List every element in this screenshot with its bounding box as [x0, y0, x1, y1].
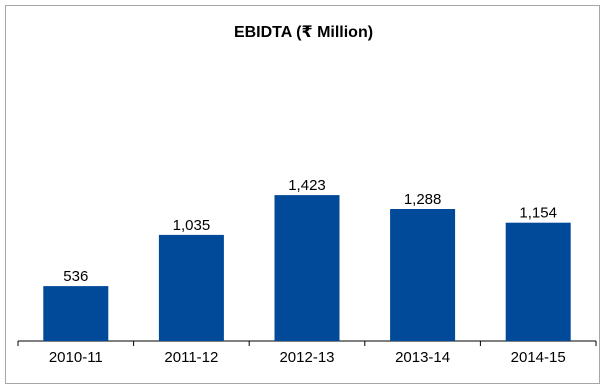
data-label-2014-15: 1,154	[519, 205, 557, 222]
x-tick-label-2012-13: 2012-13	[279, 349, 334, 366]
bar-2013-14	[390, 209, 456, 341]
bar-2011-12	[158, 234, 224, 341]
data-label-2013-14: 1,288	[404, 191, 442, 208]
chart-title: EBIDTA (₹ Million)	[233, 24, 374, 41]
x-tick-label-2011-12: 2011-12	[164, 349, 218, 366]
bar-2010-11	[43, 286, 109, 341]
data-label-2012-13: 1,423	[288, 177, 326, 194]
x-tick-label-2010-11: 2010-11	[49, 349, 103, 366]
x-tick-label-2014-15: 2014-15	[511, 349, 566, 366]
bar-2012-13	[274, 195, 340, 341]
bar-2014-15	[505, 222, 571, 341]
x-tick-label-2013-14: 2013-14	[395, 349, 450, 366]
data-label-2011-12: 1,035	[173, 217, 211, 234]
data-label-2010-11: 536	[63, 268, 88, 285]
